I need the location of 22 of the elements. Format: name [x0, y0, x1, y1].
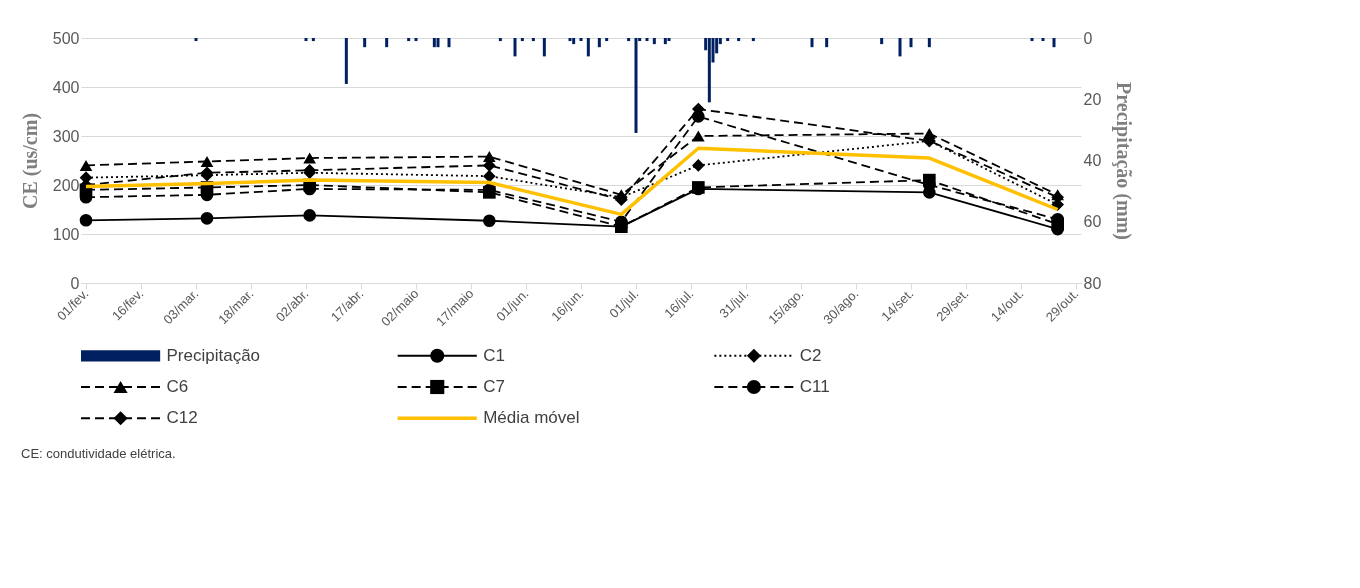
- legend-label: C2: [799, 345, 822, 365]
- text: CE: condutividade elétrica.: [21, 446, 176, 461]
- legend-label: C11: [799, 377, 830, 396]
- y2-axis-title: Precipitação (mm): [1112, 82, 1136, 240]
- y-tick-label: 200: [52, 176, 80, 194]
- y-tick-label: 0: [70, 274, 80, 292]
- legend-label: Média móvel: [483, 408, 580, 428]
- y-tick-label: 400: [52, 78, 80, 96]
- y-tick-label: 500: [52, 29, 80, 47]
- y2-tick-label: 40: [1083, 152, 1102, 169]
- legend-label: C6: [166, 377, 189, 396]
- legend-label: C7: [483, 377, 505, 396]
- legend-label: C12: [166, 408, 198, 428]
- y2-tick-label: 20: [1083, 90, 1102, 108]
- y-tick-label: 300: [52, 127, 80, 145]
- legend-label: Precipitação: [166, 345, 261, 365]
- y-axis-title: CE (us/cm): [18, 112, 42, 210]
- y-tick-label: 100: [52, 225, 80, 243]
- y2-tick-label: 80: [1083, 274, 1102, 292]
- legend-label: C1: [483, 345, 505, 365]
- y2-tick-label: 0: [1083, 29, 1093, 47]
- y2-tick-label: 60: [1083, 213, 1102, 231]
